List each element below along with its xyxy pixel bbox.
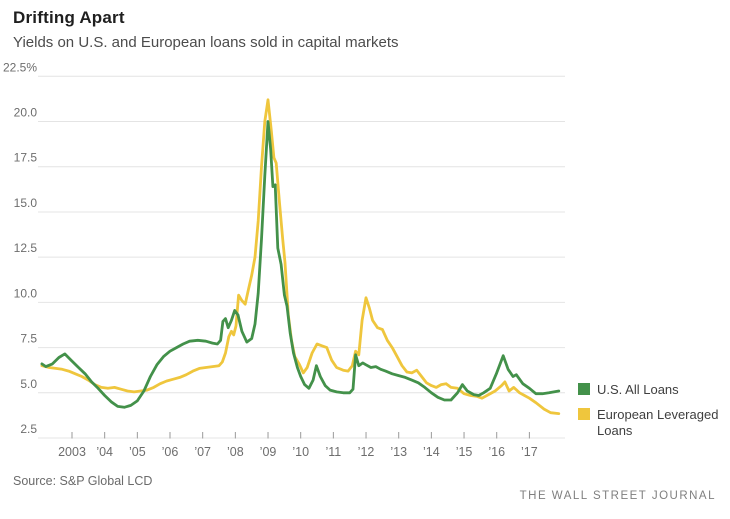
x-axis-ticks: 2003 ’04 ’05 ’06 ’07 ’08 ’09 ’10 ’11 ’12 ’13 ’14 ’15…: [58, 432, 538, 459]
x-tick-label: 2003: [58, 445, 86, 459]
european-leveraged-loans-swatch: [578, 408, 590, 420]
x-tick-label: ’13: [390, 445, 407, 459]
y-tick-label: 12.5: [14, 241, 38, 255]
x-tick-label: ’06: [162, 445, 179, 459]
gridlines: [38, 75, 565, 439]
legend-item-us-all-loans: U.S. All Loans: [578, 382, 726, 398]
source-note: Source: S&P Global LCD: [13, 474, 153, 488]
y-tick-label: 15.0: [14, 196, 38, 210]
x-tick-label: ’05: [129, 445, 146, 459]
y-tick-label: 5.0: [20, 377, 37, 391]
x-tick-label: ’12: [358, 445, 375, 459]
x-tick-label: ’14: [423, 445, 440, 459]
chart-title: Drifting Apart: [13, 8, 125, 27]
series-lines: [40, 98, 561, 416]
legend-label: U.S. All Loans: [597, 382, 679, 397]
wsj-wordmark: THE WALL STREET JOURNAL: [519, 490, 716, 502]
chart-subtitle: Yields on U.S. and European loans sold i…: [13, 34, 399, 51]
y-tick-label: 7.5: [20, 332, 37, 346]
x-tick-label: ’04: [96, 445, 113, 459]
y-axis-labels: 22.5% 20.0 17.5 15.0 12.5 10.0 7.5 5.0 2.5: [3, 60, 37, 436]
chart-header: Drifting Apart Yields on U.S. and Europe…: [13, 8, 399, 51]
y-tick-label: 20.0: [14, 106, 38, 120]
x-tick-label: ’11: [325, 445, 341, 459]
legend-label: European Leveraged Loans: [597, 407, 719, 438]
y-tick-label: 10.0: [14, 286, 38, 300]
x-tick-label: ’17: [521, 445, 538, 459]
y-tick-label: 17.5: [14, 151, 38, 165]
x-tick-label: ’09: [260, 445, 277, 459]
x-tick-label: ’08: [227, 445, 244, 459]
x-tick-label: ’10: [292, 445, 309, 459]
legend-item-european-leveraged-loans: European Leveraged Loans: [578, 407, 726, 439]
x-tick-label: ’16: [488, 445, 505, 459]
x-tick-label: ’07: [194, 445, 211, 459]
y-tick-label: 2.5: [20, 422, 37, 436]
x-tick-label: ’15: [456, 445, 473, 459]
us-all-loans-swatch: [578, 383, 590, 395]
series-line-u-s-all-loans: [40, 120, 561, 409]
legend: U.S. All Loans European Leveraged Loans: [578, 382, 726, 448]
y-tick-label: 22.5%: [3, 60, 37, 74]
